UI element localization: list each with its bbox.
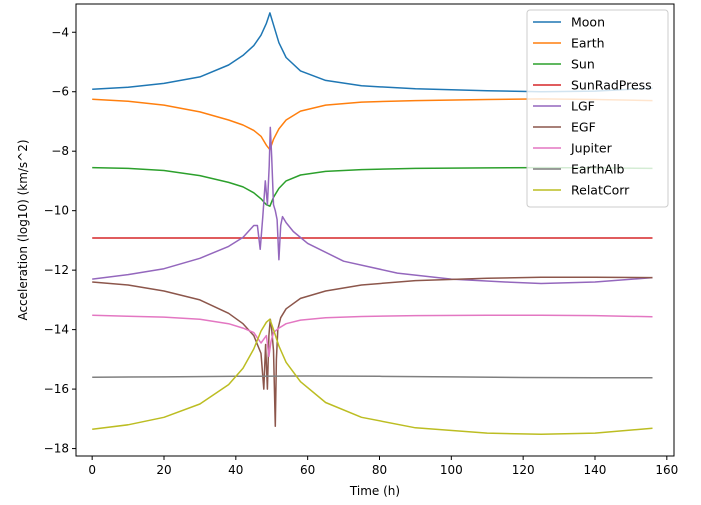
series-lines xyxy=(92,12,653,436)
legend-label-egf: EGF xyxy=(571,120,596,135)
legend-label-earthalb: EarthAlb xyxy=(571,162,625,177)
x-tick-label-20: 20 xyxy=(156,463,171,477)
x-tick-label-40: 40 xyxy=(228,463,243,477)
x-tick-label-0: 0 xyxy=(88,463,96,477)
y-axis: −18 −16 −14 −12 −10 −8 −6 −4 xyxy=(44,25,76,456)
y-tick-label--10: −10 xyxy=(44,204,69,218)
legend-label-moon: Moon xyxy=(571,15,605,30)
y-tick-label--18: −18 xyxy=(44,442,69,456)
y-tick-label--6: −6 xyxy=(51,85,69,99)
legend-label-earth: Earth xyxy=(571,36,605,51)
series-line-egf xyxy=(92,276,653,428)
series-line-lgf xyxy=(92,126,653,285)
y-tick-label--12: −12 xyxy=(44,263,69,277)
x-axis-label: Time (h) xyxy=(349,484,400,498)
series-line-jupiter xyxy=(92,314,653,358)
x-tick-label-80: 80 xyxy=(372,463,387,477)
x-axis: 0 20 40 60 80 100 120 140 160 xyxy=(88,456,678,477)
y-tick-label--8: −8 xyxy=(51,144,69,158)
x-tick-label-160: 160 xyxy=(655,463,678,477)
series-line-relatcorr xyxy=(92,318,653,436)
legend-label-sun: Sun xyxy=(571,57,595,72)
y-tick-label--4: −4 xyxy=(51,25,69,39)
plot-frame xyxy=(75,3,675,457)
series-line-earthalb xyxy=(92,375,653,379)
legend-label-lgf: LGF xyxy=(571,99,595,114)
y-tick-label--16: −16 xyxy=(44,382,69,396)
x-tick-label-140: 140 xyxy=(584,463,607,477)
series-line-earth xyxy=(92,98,653,151)
legend-box xyxy=(526,9,669,208)
legend-label-relatcorr: RelatCorr xyxy=(571,183,630,198)
legend: Moon Earth Sun SunRadPress LGF EGF Jupiter Eart… xyxy=(526,9,669,208)
x-tick-label-100: 100 xyxy=(440,463,463,477)
legend-label-sunradpress: SunRadPress xyxy=(571,78,652,93)
y-axis-label: Acceleration (log10) (km/s^2) xyxy=(16,139,30,320)
series-line-moon xyxy=(92,12,653,93)
y-tick-label--14: −14 xyxy=(44,323,69,337)
x-tick-label-60: 60 xyxy=(300,463,315,477)
x-tick-label-120: 120 xyxy=(512,463,535,477)
legend-label-jupiter: Jupiter xyxy=(570,141,613,156)
